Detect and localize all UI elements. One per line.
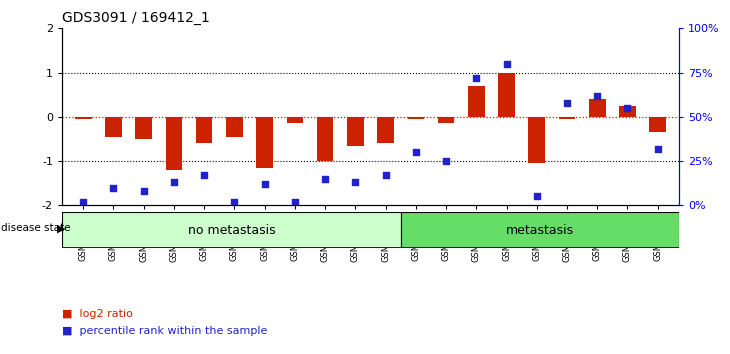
Point (501, 61, 512, 67)
Point (228, 199, 240, 205)
Point (652, 146, 664, 152)
Point (622, 105, 634, 111)
Point (138, 188, 150, 194)
Text: ▶: ▶ (57, 223, 66, 233)
Text: ■  log2 ratio: ■ log2 ratio (62, 309, 133, 319)
Point (168, 179, 180, 185)
Point (199, 172, 210, 178)
Bar (589, 99, 606, 117)
Point (77, 199, 89, 205)
Text: ■  percentile rank within the sample: ■ percentile rank within the sample (62, 326, 267, 336)
Bar (256, 117, 273, 168)
Text: no metastasis: no metastasis (188, 224, 275, 236)
Bar (377, 117, 394, 143)
Bar (619, 106, 636, 117)
Point (470, 75, 482, 81)
Bar (317, 117, 334, 161)
Point (531, 194, 542, 199)
Point (380, 172, 391, 178)
Bar (135, 117, 152, 139)
Bar (438, 117, 454, 124)
Point (561, 100, 573, 105)
Bar (499, 73, 515, 117)
Bar (650, 117, 666, 132)
Point (259, 181, 271, 187)
Bar (558, 117, 575, 119)
Bar (75, 117, 91, 119)
Text: disease state: disease state (1, 223, 71, 233)
Bar (402, 212, 679, 248)
Point (591, 93, 603, 98)
Point (107, 185, 119, 190)
Bar (105, 117, 122, 137)
Bar (196, 117, 212, 143)
Bar (529, 117, 545, 163)
Point (350, 179, 361, 185)
Bar (407, 117, 424, 119)
Bar (347, 117, 364, 145)
Point (289, 199, 301, 205)
Bar (62, 212, 402, 248)
Point (319, 176, 331, 182)
Bar (226, 117, 242, 137)
Bar (468, 86, 485, 117)
Text: GDS3091 / 169412_1: GDS3091 / 169412_1 (62, 11, 210, 25)
Bar (287, 117, 303, 124)
Bar (166, 117, 182, 170)
Text: metastasis: metastasis (506, 224, 575, 236)
Point (440, 158, 452, 164)
Point (410, 149, 422, 155)
